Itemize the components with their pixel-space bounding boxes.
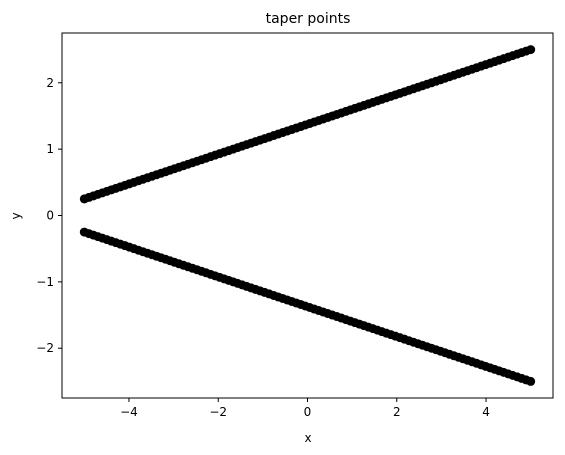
x-tick-label: −4 [120, 405, 138, 419]
y-tick-label: 2 [46, 76, 54, 90]
y-axis-label: y [9, 212, 23, 219]
y-tick-label: −1 [36, 275, 54, 289]
chart-title: taper points [266, 11, 351, 27]
data-point [526, 45, 536, 55]
x-tick-label: 0 [304, 405, 312, 419]
x-tick-label: 4 [482, 405, 490, 419]
x-tick-label: 2 [393, 405, 401, 419]
y-tick-label: 1 [46, 142, 54, 156]
y-axis-ticks: −2 −1 0 1 2 [36, 76, 62, 355]
x-axis-ticks: −4 −2 0 2 4 [120, 398, 490, 419]
x-tick-label: −2 [209, 405, 227, 419]
x-axis-label: x [304, 431, 311, 445]
data-point [526, 376, 536, 386]
data-points [79, 45, 536, 386]
y-tick-label: −2 [36, 341, 54, 355]
y-tick-label: 0 [46, 209, 54, 223]
